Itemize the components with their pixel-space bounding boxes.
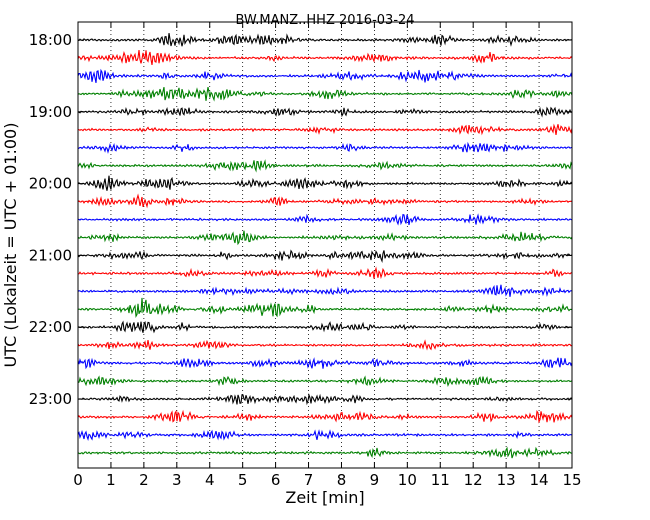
seismogram-trace [77,141,573,154]
y-tick-label: 19:00 [29,103,72,121]
seismogram-trace [77,159,573,173]
x-tick-label: 7 [304,471,314,489]
y-tick-label: 22:00 [29,318,72,336]
seismogram-traces [77,33,573,459]
x-axis: 0 1 2 3 4 5 6 7 8 9 10 11 12 13 14 15 [73,22,582,489]
x-tick-label: 4 [205,471,215,489]
seismogram-trace [77,193,573,209]
seismogram-trace [77,375,573,388]
x-tick-label: 13 [497,471,516,489]
x-tick-label: 2 [139,471,149,489]
x-tick-label: 6 [271,471,281,489]
seismogram-trace [77,49,573,65]
seismogram-trace [77,106,573,118]
x-tick-label: 15 [562,471,581,489]
seismogram-trace [77,392,573,406]
seismogram-trace [77,33,573,47]
x-tick-label: 0 [73,471,83,489]
x-tick-label: 5 [238,471,248,489]
seismogram-trace [77,320,573,334]
seismogram-trace [77,429,573,441]
x-tick-label: 12 [464,471,483,489]
seismogram-trace [77,446,573,459]
seismogram-trace [77,339,573,351]
x-axis-label: Zeit [min] [285,488,364,507]
x-tick-label: 11 [431,471,450,489]
x-tick-label: 3 [172,471,182,489]
seismogram-trace [77,266,573,280]
x-tick-label: 9 [370,471,380,489]
seismogram-trace [77,409,573,424]
y-tick-label: 18:00 [29,31,72,49]
x-tick-label: 10 [398,471,417,489]
seismogram-trace [77,213,573,226]
chart-title: BW.MANZ..HHZ 2016-03-24 [235,13,414,28]
x-tick-label: 8 [337,471,347,489]
seismogram-trace [77,230,573,246]
y-axis-label: UTC (Lokalzeit = UTC + 01:00) [1,123,20,368]
seismogram-trace [77,284,573,297]
seismogram-trace [77,249,573,264]
y-tick-label: 23:00 [29,390,72,408]
y-tick-label: 21:00 [29,246,72,264]
seismogram-trace [77,357,573,370]
y-axis: 18:00 19:00 20:00 21:00 22:00 23:00 [29,31,572,408]
seismogram-trace [77,68,573,83]
y-tick-label: 20:00 [29,175,72,193]
seismogram-trace [77,123,573,136]
seismogram-trace [77,175,573,191]
seismogram-trace [77,297,573,319]
x-tick-label: 1 [106,471,116,489]
seismogram-trace [77,86,573,102]
x-tick-label: 14 [530,471,549,489]
plot-frame [77,21,573,469]
